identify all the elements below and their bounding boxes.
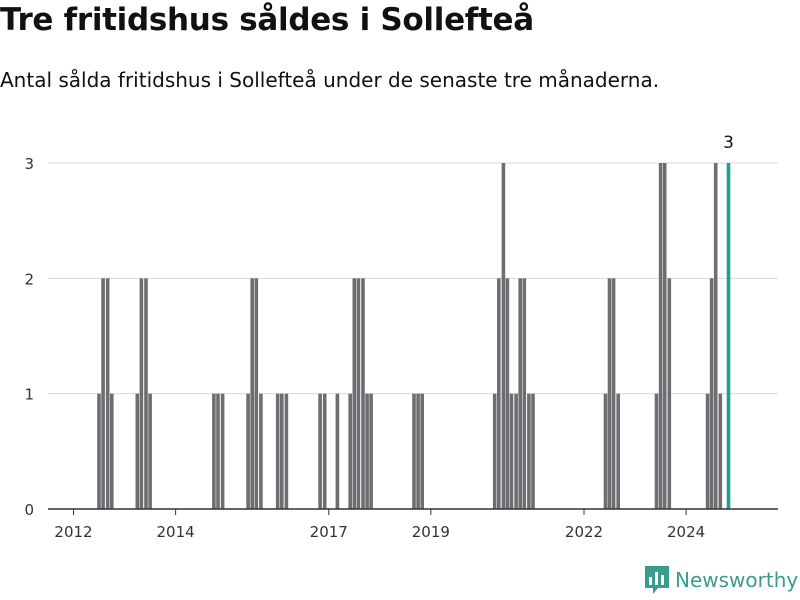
newsworthy-brand: Newsworthy	[645, 566, 798, 594]
x-tick-label: 2012	[54, 523, 92, 541]
bar	[492, 393, 497, 509]
highlight-bar	[726, 163, 731, 509]
bar	[148, 393, 152, 509]
bar	[361, 278, 365, 509]
bar	[607, 278, 612, 509]
highlight-value-label: 3	[723, 133, 734, 153]
y-tick-label: 0	[24, 501, 34, 519]
bar	[514, 393, 518, 509]
bar	[110, 393, 114, 509]
title: Tre fritidshus såldes i Sollefteå	[0, 2, 534, 38]
bar	[522, 278, 527, 509]
bar	[144, 278, 148, 509]
bar	[284, 393, 289, 509]
bar	[220, 393, 225, 509]
bar	[352, 278, 357, 509]
subtitle: Antal sålda fritidshus i Sollefteå under…	[0, 68, 660, 92]
bar	[531, 393, 535, 509]
bar	[97, 393, 101, 509]
bar	[667, 278, 672, 509]
bar	[527, 393, 531, 509]
bar	[275, 393, 280, 509]
bar	[709, 278, 714, 509]
bar	[101, 278, 105, 509]
bar	[356, 278, 361, 509]
bar	[322, 393, 327, 509]
bar	[518, 278, 522, 509]
y-tick-label: 1	[24, 386, 34, 404]
bar	[420, 393, 424, 509]
bar	[139, 278, 144, 509]
y-tick-label: 2	[24, 270, 34, 288]
bar	[718, 393, 723, 509]
bar	[365, 393, 369, 509]
bar	[662, 163, 667, 509]
newsworthy-logo-icon	[645, 566, 669, 594]
bar	[497, 278, 501, 509]
bar	[501, 163, 506, 509]
bar	[654, 393, 659, 509]
bar	[369, 393, 373, 509]
x-tick-label: 2022	[565, 523, 603, 541]
x-tick-label: 2017	[310, 523, 348, 541]
bar	[105, 278, 110, 509]
bar	[246, 393, 250, 509]
bar	[412, 393, 416, 509]
bar	[713, 163, 718, 509]
bar	[259, 393, 263, 509]
bar	[250, 278, 254, 509]
bar	[416, 393, 420, 509]
bar	[212, 393, 216, 509]
bar	[603, 393, 608, 509]
brand-name: Newsworthy	[675, 568, 799, 592]
x-tick-label: 2024	[667, 523, 705, 541]
y-tick-label: 3	[24, 155, 34, 173]
bar	[611, 278, 616, 509]
bar	[505, 278, 510, 509]
bar	[280, 393, 284, 509]
bar	[348, 393, 352, 509]
bar	[135, 393, 140, 509]
bar	[509, 393, 514, 509]
bar	[318, 393, 322, 509]
bar	[216, 393, 220, 509]
bar	[616, 393, 620, 509]
bar	[705, 393, 710, 509]
bar	[658, 163, 663, 509]
x-tick-label: 2019	[412, 523, 450, 541]
bar	[335, 393, 340, 509]
x-tick-label: 2014	[157, 523, 195, 541]
bar	[254, 278, 259, 509]
